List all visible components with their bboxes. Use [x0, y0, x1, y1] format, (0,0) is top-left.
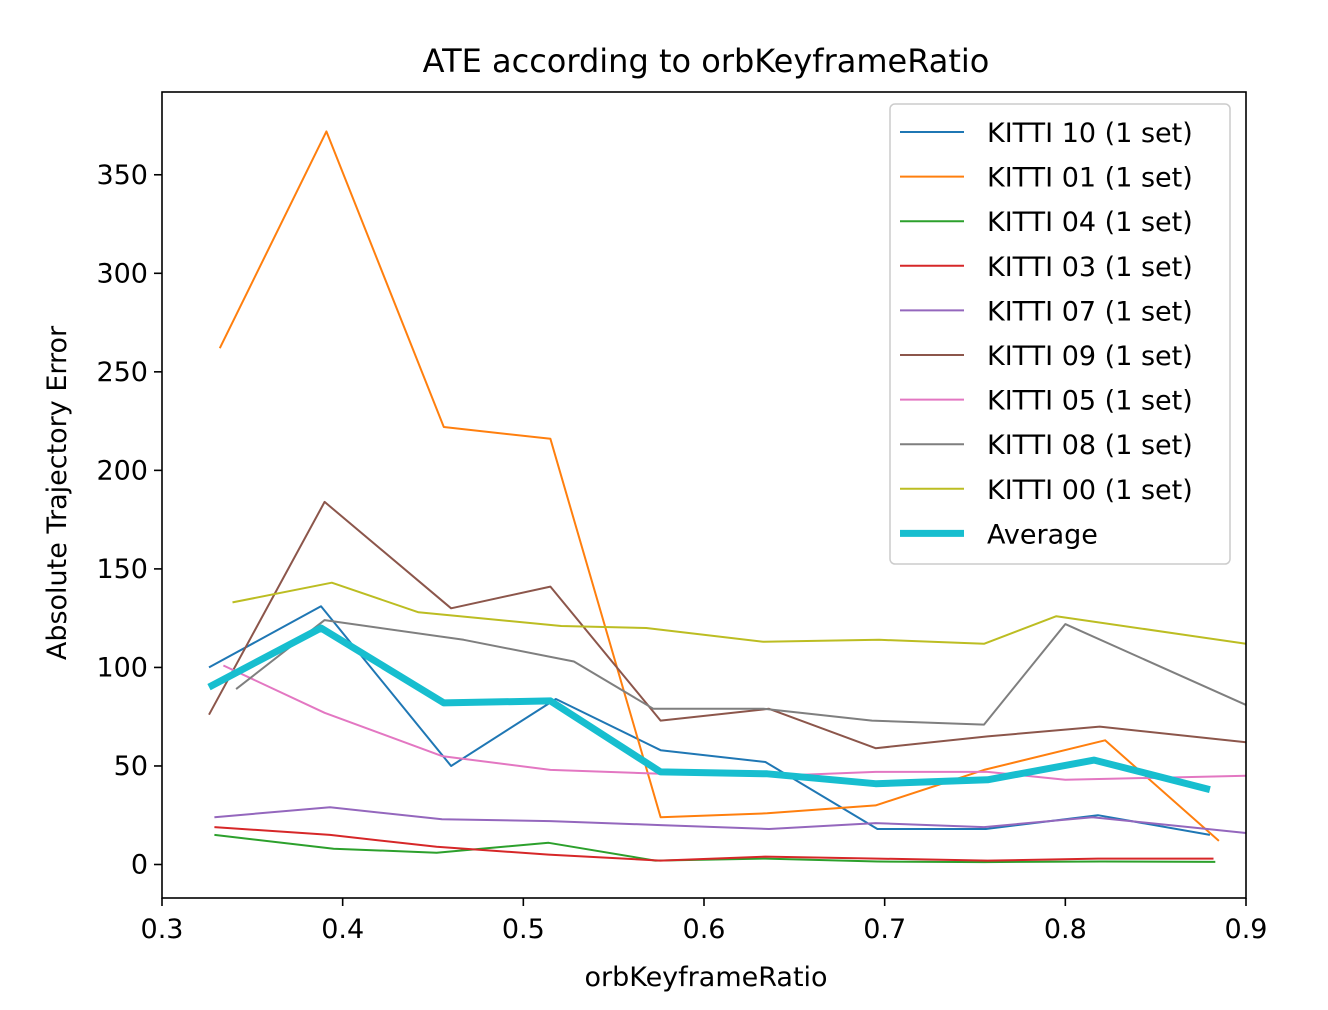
y-tick-label: 250 [96, 357, 148, 388]
legend-box [889, 103, 1231, 565]
y-tick-label: 150 [96, 554, 148, 585]
legend-label-8: KITTI 08 (1 set) [987, 430, 1193, 461]
x-tick-label: 0.4 [321, 914, 364, 945]
x-tick-label: 0.5 [502, 914, 545, 945]
y-tick-label: 0 [131, 849, 148, 880]
legend-label-7: KITTI 05 (1 set) [987, 386, 1193, 417]
series-line-9 [232, 581, 1247, 645]
x-tick-label: 0.6 [683, 914, 726, 945]
y-tick-label: 350 [96, 160, 148, 191]
series-layer [207, 130, 1247, 864]
legend-label-9: KITTI 00 (1 set) [987, 475, 1193, 506]
series-line-10 [207, 624, 1211, 793]
legend-label-10: Average [987, 519, 1098, 550]
legend-label-1: KITTI 10 (1 set) [987, 118, 1193, 149]
series-line-8 [235, 619, 1247, 726]
chart-title: ATE according to orbKeyframeRatio [423, 42, 990, 80]
series-line-5 [214, 806, 1247, 834]
x-axis-label: orbKeyframeRatio [584, 962, 827, 993]
x-tick-label: 0.7 [863, 914, 906, 945]
axes-layer: 0.3 0.4 0.5 0.6 0.7 0.8 0.9 0 50 100 150 200 250 300 3… [96, 91, 1268, 945]
y-tick-label: 100 [96, 652, 148, 683]
y-tick-label: 200 [96, 455, 148, 486]
x-tick-label: 0.8 [1044, 914, 1087, 945]
y-axis-label: Absolute Trajectory Error [42, 325, 73, 660]
x-tick-label: 0.9 [1225, 914, 1268, 945]
series-line-6 [208, 500, 1247, 750]
legend-label-2: KITTI 01 (1 set) [987, 163, 1193, 194]
y-tick-label: 300 [96, 258, 148, 289]
y-tick-label: 50 [114, 751, 148, 782]
legend-label-4: KITTI 03 (1 set) [987, 252, 1193, 283]
x-tick-label: 0.3 [141, 914, 184, 945]
series-line-4 [214, 826, 1214, 862]
legend-label-5: KITTI 07 (1 set) [987, 296, 1193, 327]
legend-label-3: KITTI 04 (1 set) [987, 207, 1193, 238]
legend: KITTI 10 (1 set) KITTI 01 (1 set) KITTI 04… [889, 103, 1231, 565]
legend-label-6: KITTI 09 (1 set) [987, 341, 1193, 372]
series-line-2 [218, 130, 1220, 842]
